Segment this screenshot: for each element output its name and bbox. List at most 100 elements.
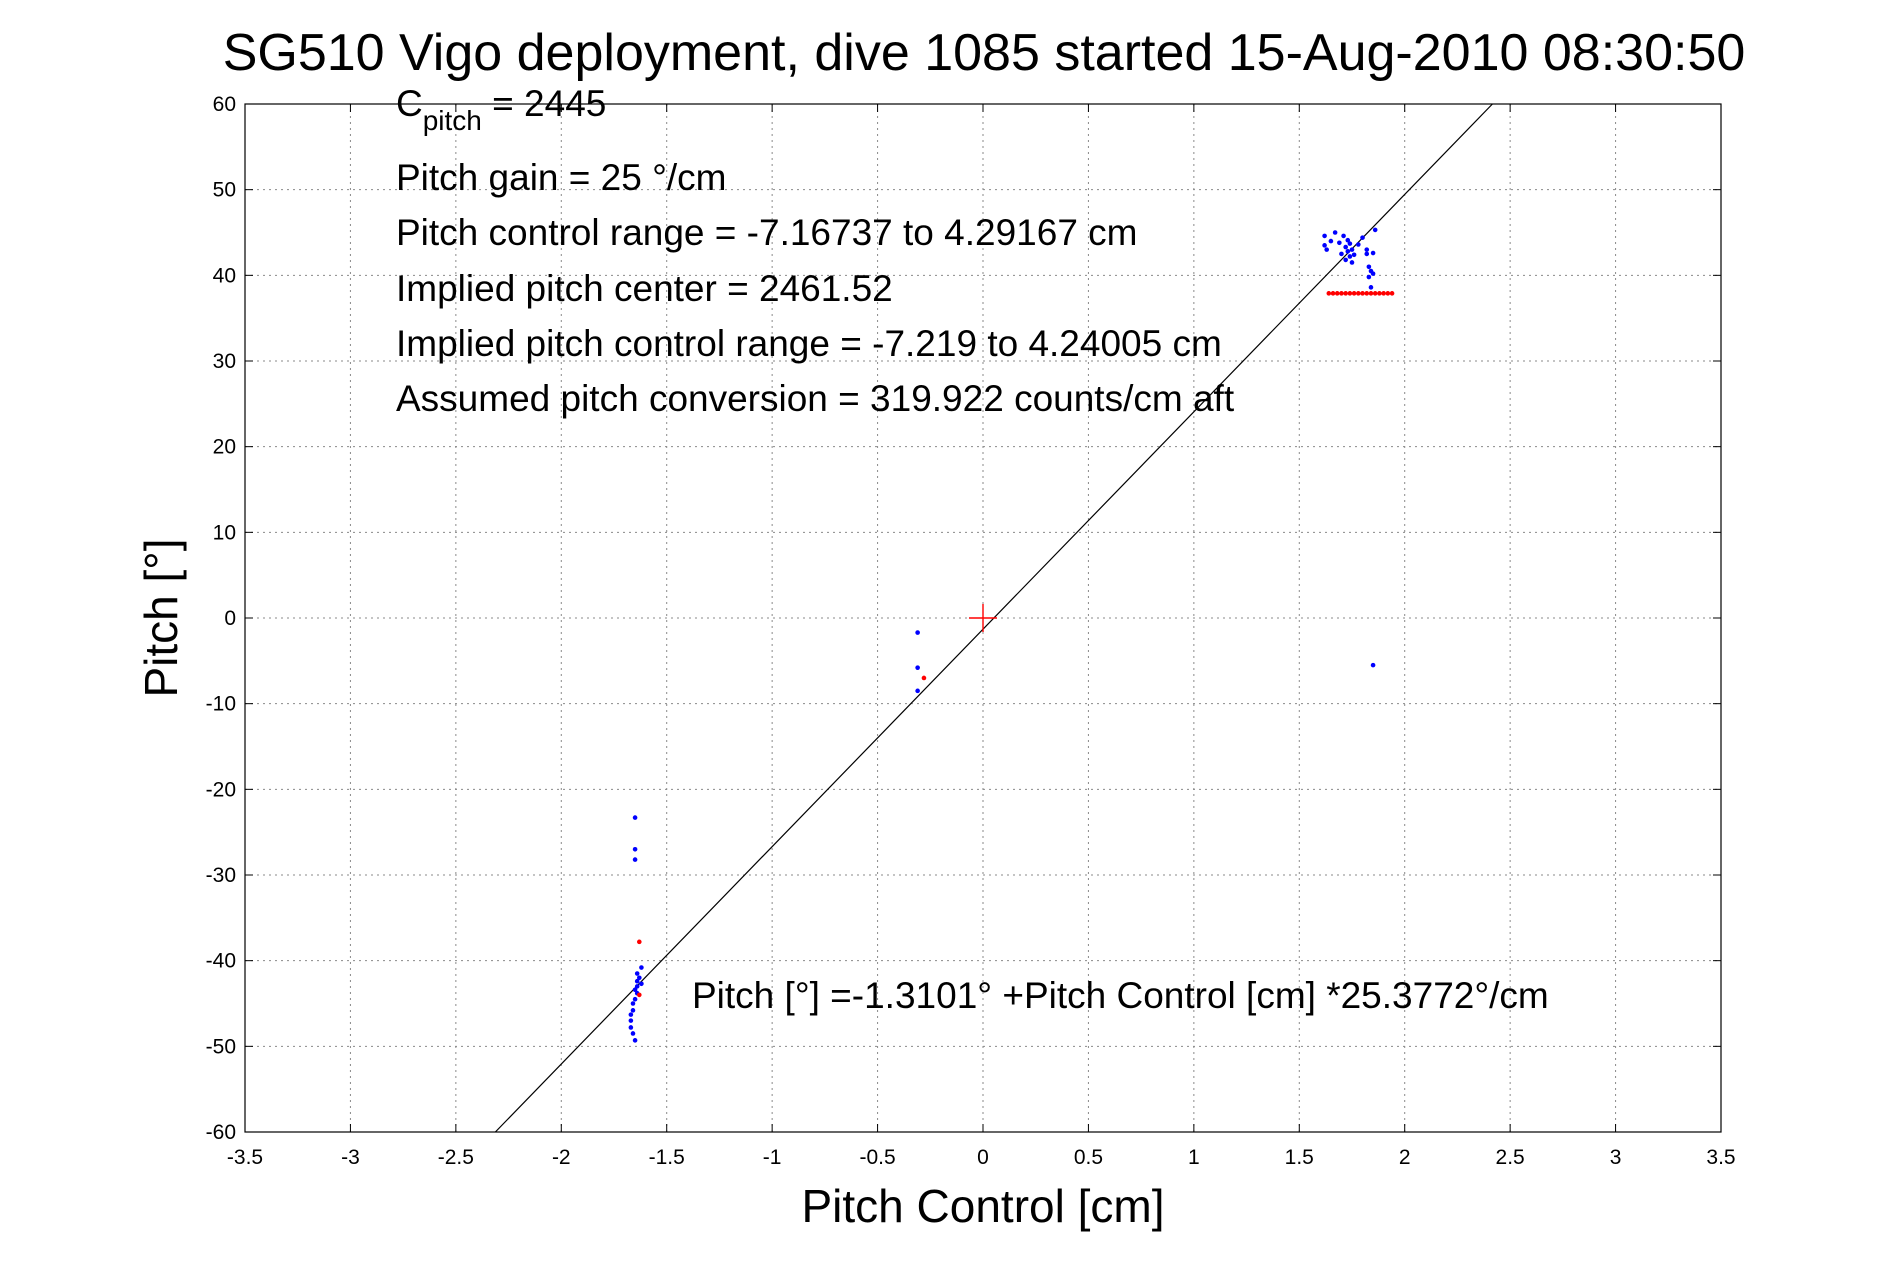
data-point-series-1 bbox=[1347, 254, 1353, 259]
x-tick-label: 2.5 bbox=[1496, 1146, 1525, 1169]
data-point-series-1 bbox=[632, 996, 638, 1002]
x-tick-label: 3.5 bbox=[1706, 1146, 1735, 1169]
data-point-series-2 bbox=[637, 992, 642, 998]
data-point-series-1 bbox=[1349, 247, 1355, 252]
fit-equation-annotation: Pitch [°] =-1.3101° +Pitch Control [cm] … bbox=[692, 975, 1549, 1016]
implied-pitch-center-annotation: Implied pitch center = 2461.52 bbox=[396, 268, 893, 309]
data-point-series-1 bbox=[1343, 244, 1348, 250]
data-point-series-1 bbox=[915, 665, 920, 670]
data-point-series-1 bbox=[1341, 233, 1346, 239]
data-point-series-1 bbox=[1366, 274, 1372, 280]
data-point-series-2 bbox=[921, 675, 927, 681]
data-point-series-1 bbox=[632, 1038, 638, 1043]
data-point-series-1 bbox=[632, 815, 638, 820]
x-tick-label: -3.5 bbox=[227, 1146, 263, 1169]
data-point-series-2 bbox=[1356, 291, 1361, 296]
data-point-series-1 bbox=[1345, 249, 1351, 254]
y-tick-label: 40 bbox=[213, 264, 236, 287]
grid-lines bbox=[245, 104, 1721, 1132]
data-point-series-1 bbox=[632, 857, 638, 862]
y-tick-label: 10 bbox=[213, 521, 236, 544]
y-tick-label: -60 bbox=[206, 1121, 236, 1144]
data-point-series-2 bbox=[1372, 291, 1378, 296]
x-tick-label: -0.5 bbox=[859, 1146, 895, 1169]
x-tick-label: 1 bbox=[1188, 1146, 1200, 1169]
data-point-series-2 bbox=[1389, 291, 1395, 296]
y-tick-label: 30 bbox=[213, 350, 236, 373]
data-point-series-1 bbox=[639, 981, 644, 987]
data-point-series-1 bbox=[1370, 662, 1376, 668]
data-point-series-1 bbox=[1328, 238, 1334, 244]
c-pitch-base: C bbox=[396, 83, 423, 124]
data-point-series-1 bbox=[630, 1031, 636, 1036]
data-point-series-2 bbox=[1343, 291, 1348, 296]
y-tick-label: 0 bbox=[224, 607, 236, 630]
data-point-series-2 bbox=[1368, 291, 1374, 296]
data-point-series-1 bbox=[630, 1008, 636, 1013]
x-tick-label: 2 bbox=[1399, 1146, 1411, 1169]
data-point-series-1 bbox=[1372, 227, 1378, 233]
data-point-series-1 bbox=[634, 971, 640, 976]
data-point-series-1 bbox=[1364, 247, 1370, 252]
data-point-series-1 bbox=[1322, 233, 1327, 239]
data-point-series-1 bbox=[1343, 257, 1348, 263]
data-points bbox=[628, 227, 1395, 1043]
x-tick-label: -3 bbox=[341, 1146, 360, 1169]
c-pitch-subscript: pitch bbox=[423, 105, 482, 136]
y-tick-label: 60 bbox=[213, 93, 236, 116]
data-point-series-1 bbox=[634, 984, 640, 989]
data-point-series-1 bbox=[915, 630, 920, 635]
data-point-series-2 bbox=[1385, 291, 1391, 296]
y-tick-label: -50 bbox=[206, 1035, 236, 1058]
data-point-series-1 bbox=[1351, 252, 1357, 258]
data-point-series-1 bbox=[1356, 242, 1361, 247]
data-point-series-1 bbox=[1370, 271, 1376, 276]
data-point-series-2 bbox=[1334, 291, 1340, 296]
data-point-series-1 bbox=[915, 688, 920, 694]
data-point-series-1 bbox=[628, 1018, 634, 1023]
data-point-series-1 bbox=[1332, 230, 1338, 235]
data-point-series-1 bbox=[628, 1012, 634, 1017]
chart-title: SG510 Vigo deployment, dive 1085 started… bbox=[223, 24, 1746, 82]
x-tick-label: 0 bbox=[977, 1146, 989, 1169]
data-point-series-1 bbox=[1366, 264, 1372, 270]
data-point-series-1 bbox=[1345, 237, 1351, 243]
data-point-series-1 bbox=[632, 847, 638, 852]
data-point-series-1 bbox=[1337, 240, 1342, 246]
y-tick-label: -40 bbox=[206, 950, 236, 973]
y-tick-label: -10 bbox=[206, 693, 236, 716]
data-point-series-1 bbox=[1347, 241, 1353, 246]
center-marker-layer bbox=[969, 604, 997, 632]
y-axis-label: Pitch [°] bbox=[135, 538, 187, 697]
tick-labels: -3.5 -3 -2.5 -2 -1.5 -1 -0.5 0 0.5 1 1.5 2 2.5 3 3.5 -6… bbox=[206, 93, 1736, 1169]
annotation-block: Cpitch = 2445 Pitch gain = 25 °/cm Pitch… bbox=[396, 83, 1235, 419]
c-pitch-value: = 2445 bbox=[482, 83, 606, 124]
data-point-series-2 bbox=[1339, 291, 1344, 296]
data-point-series-1 bbox=[634, 978, 640, 984]
data-point-series-2 bbox=[1351, 291, 1357, 296]
x-tick-label: -2.5 bbox=[438, 1146, 474, 1169]
y-tick-label: 50 bbox=[213, 179, 236, 202]
data-point-series-1 bbox=[1370, 250, 1376, 256]
data-point-series-2 bbox=[1360, 291, 1365, 296]
data-point-series-2 bbox=[1326, 291, 1332, 296]
x-tick-label: -2 bbox=[552, 1146, 571, 1169]
data-point-series-2 bbox=[1377, 291, 1382, 296]
data-point-series-1 bbox=[637, 975, 642, 981]
data-point-series-1 bbox=[1364, 251, 1370, 257]
y-tick-label: -30 bbox=[206, 864, 236, 887]
data-point-series-1 bbox=[630, 1001, 636, 1006]
data-point-series-1 bbox=[632, 987, 638, 993]
x-axis-label: Pitch Control [cm] bbox=[802, 1180, 1165, 1232]
x-tick-label: 3 bbox=[1610, 1146, 1622, 1169]
axis-ticks bbox=[244, 103, 1722, 1133]
data-point-series-1 bbox=[1339, 251, 1344, 257]
pitch-gain-annotation: Pitch gain = 25 °/cm bbox=[396, 157, 727, 198]
implied-pitch-range-annotation: Implied pitch control range = -7.219 to … bbox=[396, 323, 1222, 364]
c-pitch-annotation: Cpitch = 2445 bbox=[396, 83, 606, 136]
x-tick-label: 0.5 bbox=[1074, 1146, 1103, 1169]
data-point-series-2 bbox=[1330, 291, 1336, 296]
x-tick-label: 1.5 bbox=[1285, 1146, 1314, 1169]
x-tick-label: -1.5 bbox=[649, 1146, 685, 1169]
